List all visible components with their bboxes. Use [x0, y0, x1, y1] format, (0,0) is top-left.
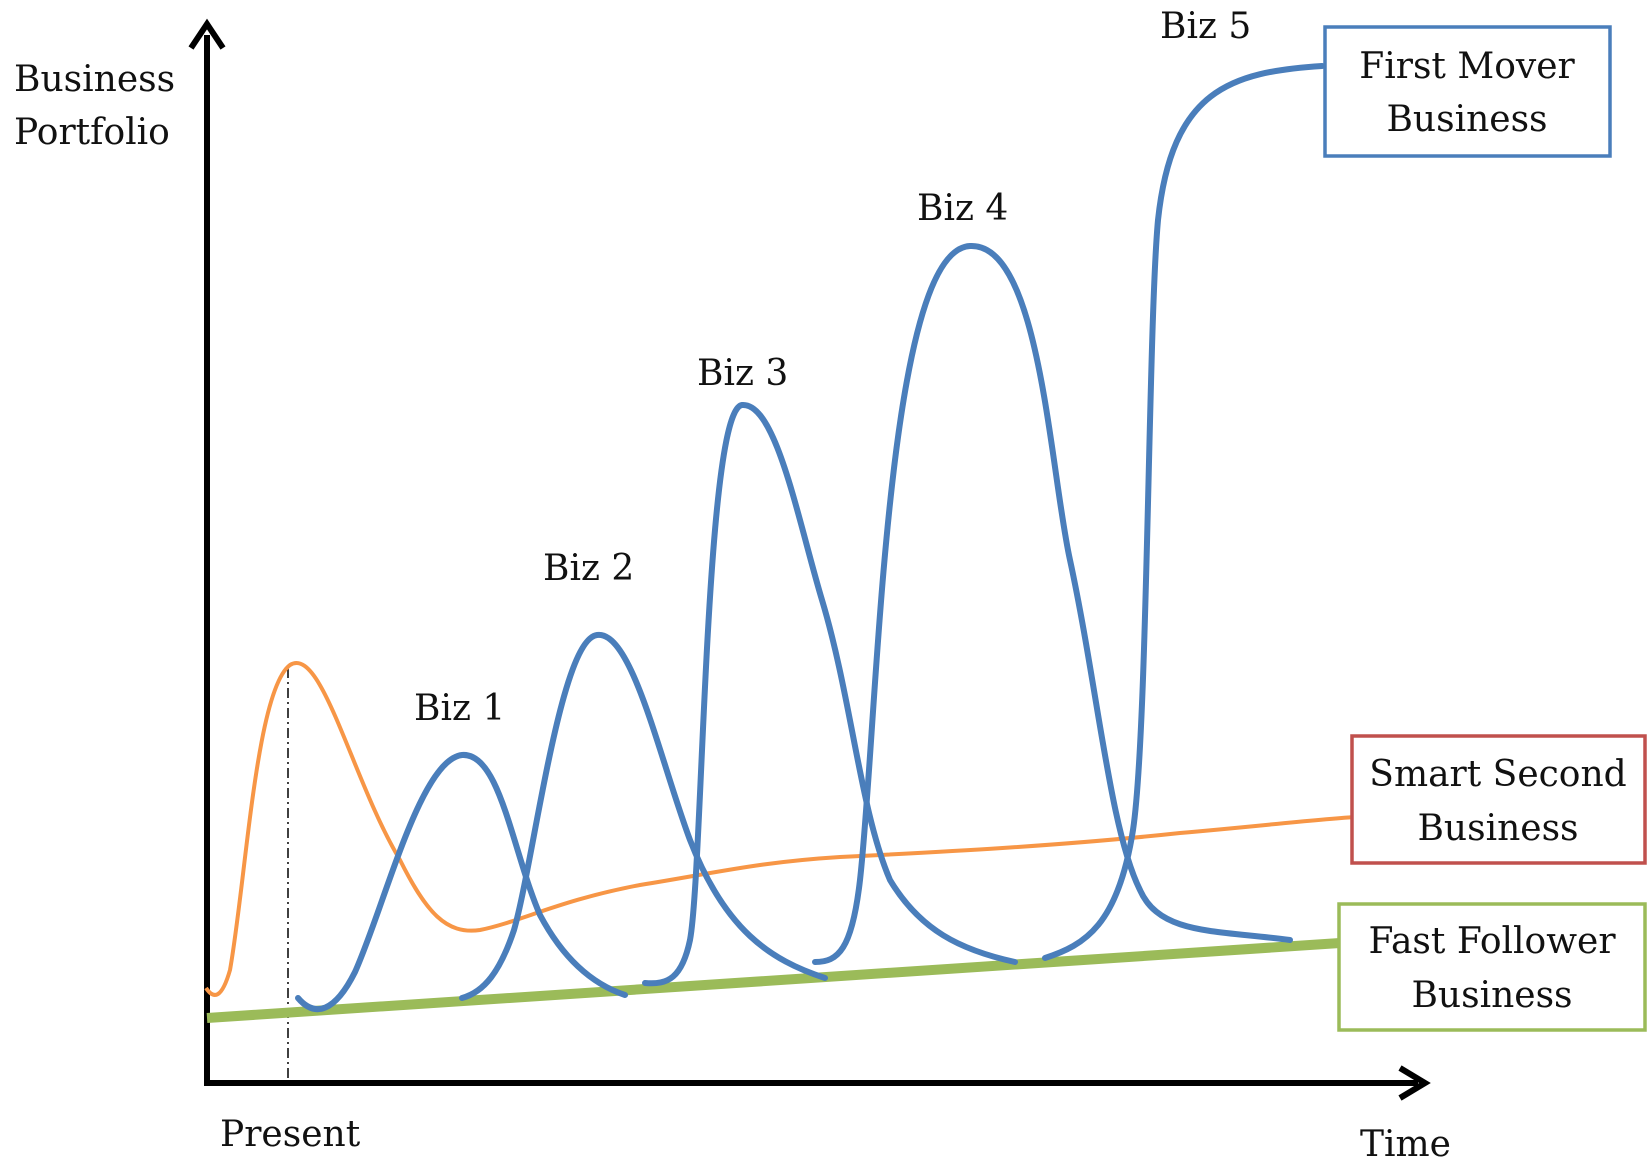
smart-second-curve — [206, 663, 1355, 995]
biz-curves — [298, 66, 1322, 1009]
biz-2-curve — [462, 635, 825, 998]
biz-1-curve — [298, 755, 625, 1009]
smart-second-box: Smart Second Business — [1352, 736, 1645, 863]
present-label: Present — [220, 1114, 361, 1155]
biz-1-label: Biz 1 — [414, 688, 505, 729]
smart-second-label-line1: Smart Second — [1369, 754, 1626, 795]
fast-follower-label-line1: Fast Follower — [1368, 921, 1616, 962]
fast-follower-label-line2: Business — [1411, 975, 1572, 1016]
biz-3-curve — [645, 405, 1015, 983]
first-mover-label-line1: First Mover — [1359, 46, 1575, 87]
biz-3-label: Biz 3 — [697, 353, 788, 394]
biz-2-label: Biz 2 — [543, 548, 634, 589]
first-mover-box: First Mover Business — [1325, 27, 1610, 156]
fast-follower-box: Fast Follower Business — [1339, 904, 1645, 1030]
first-mover-label-line2: Business — [1386, 99, 1547, 140]
biz-4-label: Biz 4 — [917, 188, 1008, 229]
smart-second-label-line2: Business — [1417, 808, 1578, 849]
x-axis-label: Time — [1360, 1124, 1451, 1164]
y-axis-label-line2: Portfolio — [14, 112, 170, 153]
biz-5-label: Biz 5 — [1160, 6, 1251, 47]
y-axis-label-line1: Business — [14, 59, 175, 100]
